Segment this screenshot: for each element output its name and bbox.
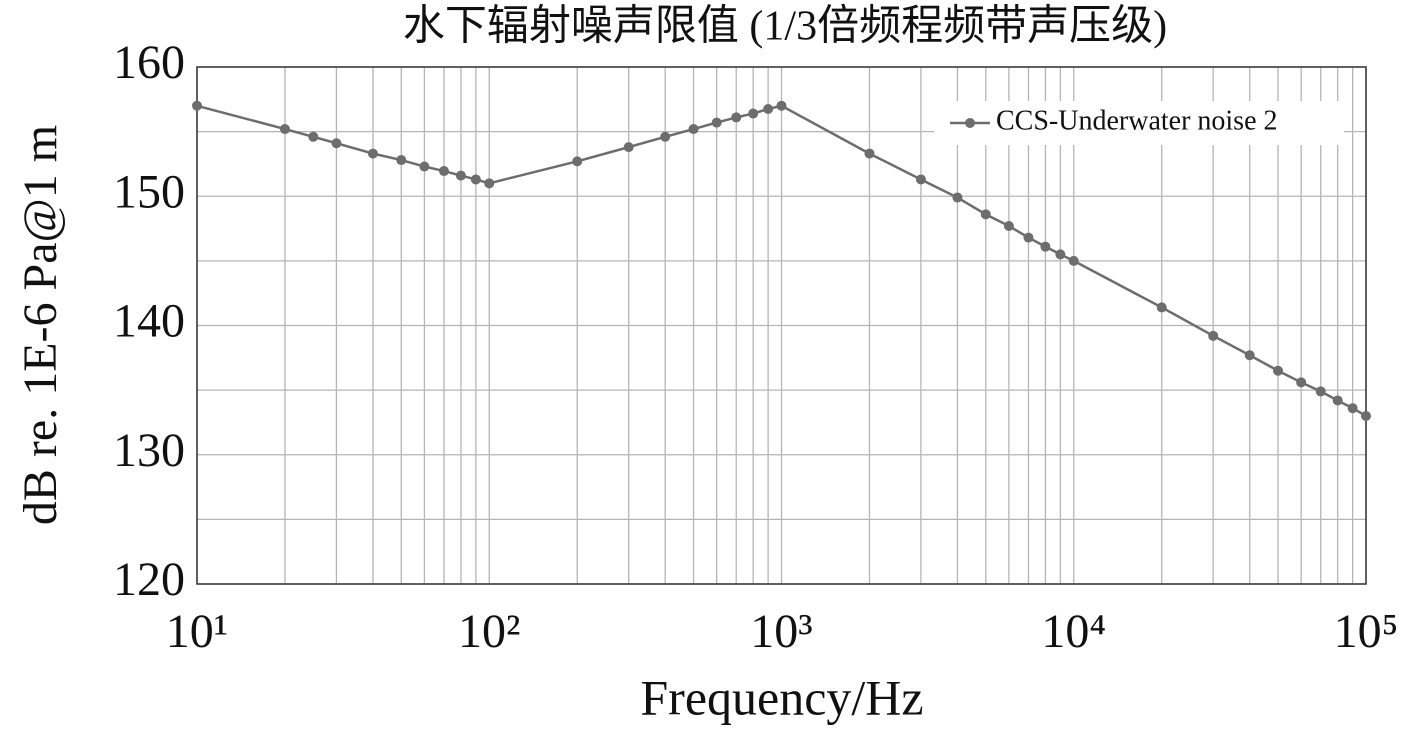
data-point: [367, 148, 378, 159]
x-tick-label: 10¹: [166, 605, 228, 658]
data-point: [731, 112, 742, 123]
x-tick-label: 10²: [458, 605, 520, 658]
data-point: [308, 131, 319, 142]
y-tick-label: 160: [113, 36, 185, 89]
data-point: [1068, 255, 1079, 266]
x-axis-label: Frequency/Hz: [640, 669, 923, 725]
data-point: [952, 192, 963, 203]
y-tick-label: 150: [113, 165, 185, 218]
data-point: [1040, 241, 1051, 252]
y-tick-label: 120: [113, 553, 185, 606]
data-point: [455, 170, 466, 181]
data-point: [438, 166, 449, 177]
data-point: [1003, 220, 1014, 231]
data-point: [1361, 410, 1371, 421]
data-point: [484, 178, 495, 189]
data-point: [331, 138, 342, 149]
data-point: [623, 142, 634, 153]
y-tick-label: 140: [113, 295, 185, 348]
x-tick-label: 10³: [750, 605, 812, 658]
data-point: [1347, 403, 1358, 414]
data-point: [1273, 365, 1284, 376]
x-tick-label: 10⁵: [1334, 605, 1399, 658]
data-point: [470, 174, 481, 185]
legend-marker: [965, 118, 975, 128]
data-point: [1023, 232, 1034, 243]
data-point: [279, 124, 290, 135]
legend: CCS-Underwater noise 2: [934, 101, 1344, 145]
x-tick-label: 10⁴: [1041, 605, 1106, 658]
legend-box: [934, 101, 1344, 145]
data-point: [1244, 350, 1255, 361]
data-point: [192, 100, 202, 111]
data-point: [1332, 395, 1343, 406]
data-point: [1208, 330, 1219, 341]
data-point: [915, 174, 926, 185]
chart-title: 水下辐射噪声限值 (1/3倍频程频带声压级): [403, 3, 1167, 50]
data-point: [688, 124, 699, 135]
legend-label: CCS-Underwater noise 2: [996, 105, 1278, 136]
data-point: [748, 108, 759, 119]
data-point: [711, 117, 722, 128]
data-point: [763, 104, 774, 115]
y-axis-label: dB re. 1E-6 Pa@1 m: [14, 125, 67, 525]
data-point: [1296, 377, 1307, 388]
data-point: [864, 148, 875, 159]
data-point: [396, 155, 407, 166]
data-point: [419, 161, 430, 172]
data-point: [1156, 302, 1167, 313]
data-point: [776, 100, 787, 111]
data-point: [1315, 386, 1326, 397]
data-point: [572, 156, 583, 167]
y-tick-label: 130: [113, 424, 185, 477]
data-point: [1055, 249, 1066, 260]
plot-frame: [196, 66, 1367, 585]
data-point: [660, 131, 671, 142]
data-point: [980, 209, 991, 220]
